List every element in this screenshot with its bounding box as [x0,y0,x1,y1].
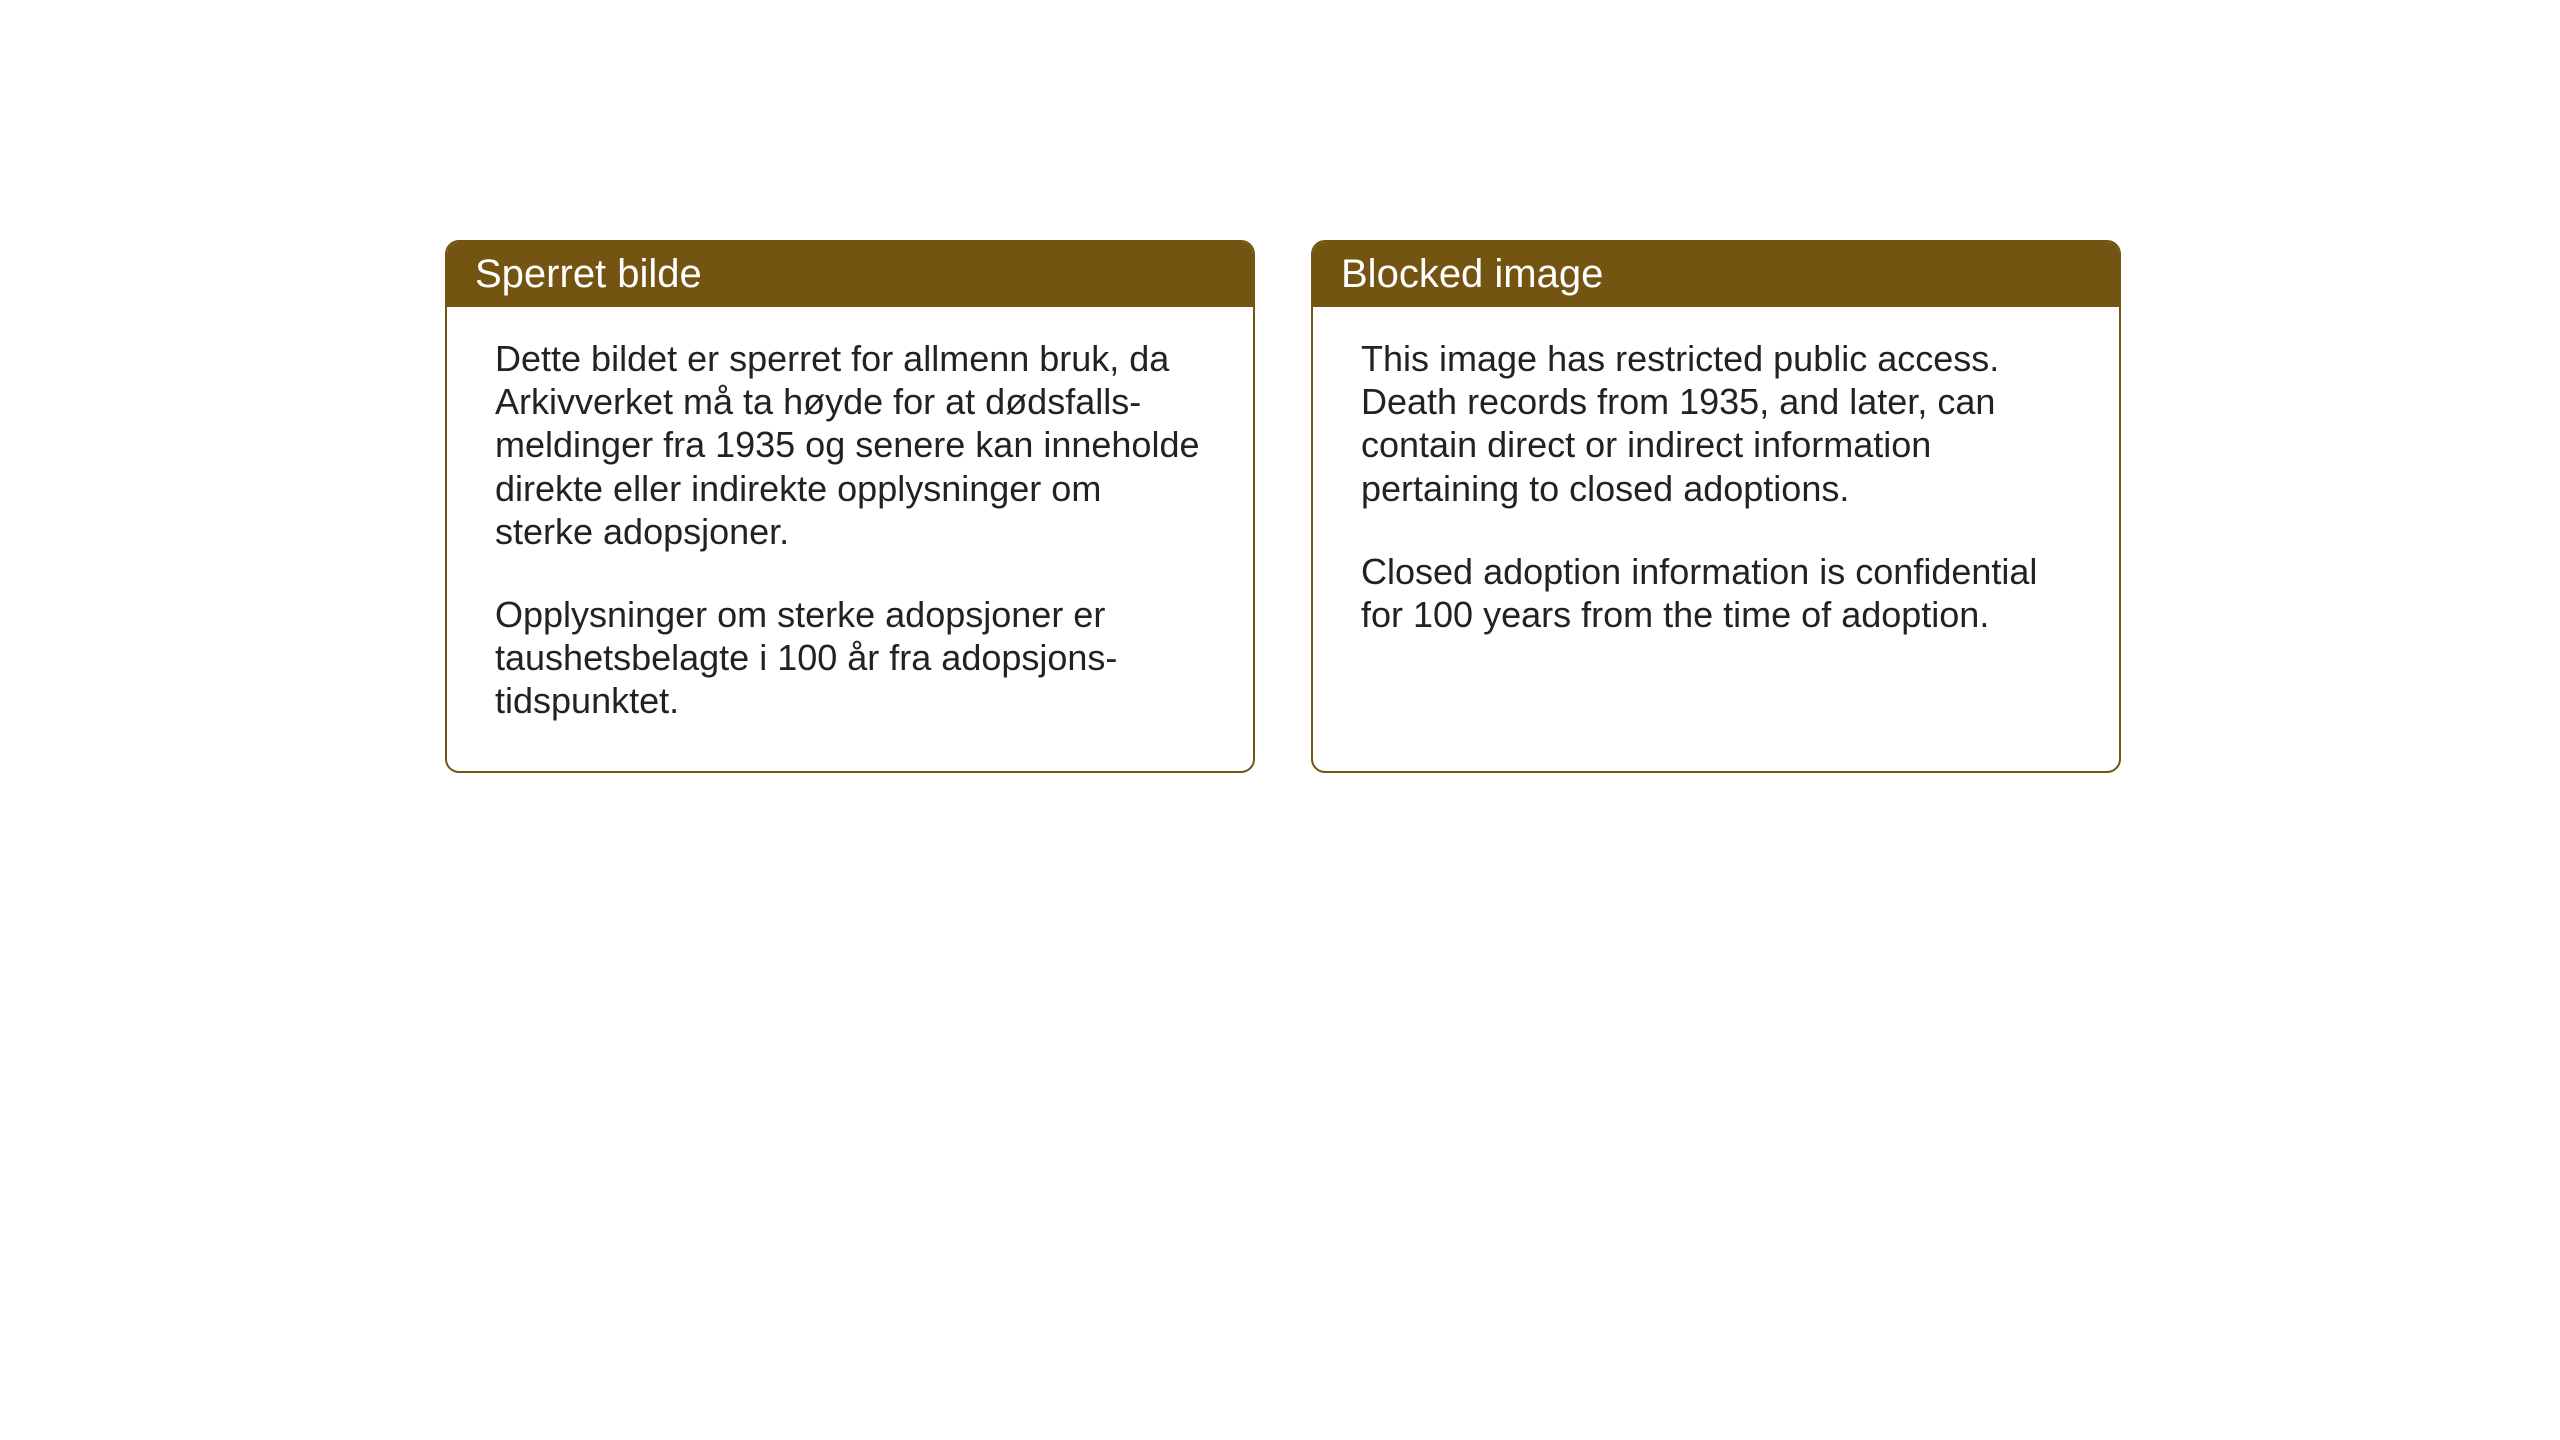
notices-container: Sperret bilde Dette bildet er sperret fo… [445,240,2121,773]
notice-paragraph-2-norwegian: Opplysninger om sterke adopsjoner er tau… [495,593,1205,723]
notice-box-english: Blocked image This image has restricted … [1311,240,2121,773]
notice-paragraph-2-english: Closed adoption information is confident… [1361,550,2071,636]
notice-body-english: This image has restricted public access.… [1313,307,2119,684]
notice-paragraph-1-norwegian: Dette bildet er sperret for allmenn bruk… [495,337,1205,553]
notice-paragraph-1-english: This image has restricted public access.… [1361,337,2071,510]
notice-box-norwegian: Sperret bilde Dette bildet er sperret fo… [445,240,1255,773]
notice-body-norwegian: Dette bildet er sperret for allmenn bruk… [447,307,1253,771]
notice-header-english: Blocked image [1313,242,2119,307]
notice-title-english: Blocked image [1341,252,1603,296]
notice-title-norwegian: Sperret bilde [475,252,702,296]
notice-header-norwegian: Sperret bilde [447,242,1253,307]
